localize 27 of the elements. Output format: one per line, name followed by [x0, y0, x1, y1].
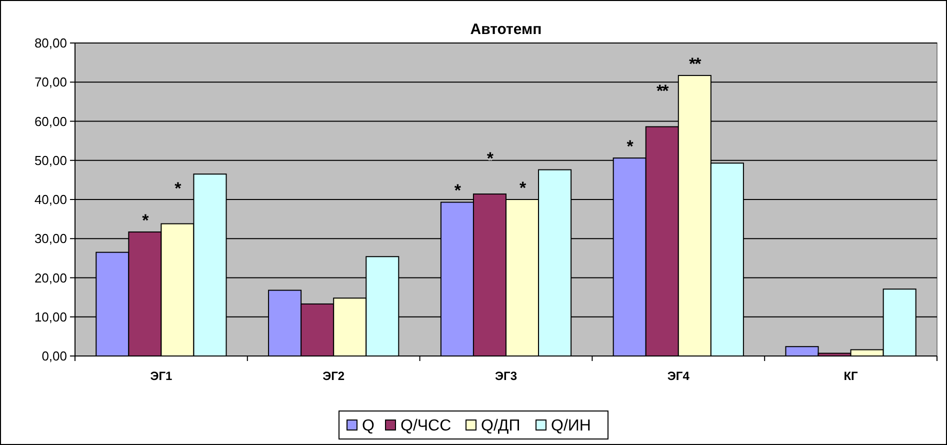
legend-label: Q/ДП	[481, 418, 520, 435]
annotation: **	[656, 82, 670, 101]
y-tick-label: 30,00	[34, 231, 67, 246]
x-tick-label: ЭГ4	[667, 369, 690, 383]
legend-label: Q/ЧСС	[400, 418, 452, 435]
y-tick-label: 60,00	[34, 114, 67, 129]
annotation: **	[689, 54, 702, 74]
x-tick-label: КГ	[844, 369, 858, 383]
y-tick-label: 40,00	[34, 192, 67, 208]
y-tick-label: 70,00	[34, 74, 67, 90]
legend-label: Q	[362, 418, 374, 435]
legend-label: Q/ИН	[551, 418, 591, 435]
annotation: *	[142, 210, 150, 230]
y-tick-label: 50,00	[34, 152, 67, 168]
x-tick-label: ЭГ1	[150, 369, 173, 383]
annotation: *	[519, 178, 526, 198]
y-tick-label: 80,00	[34, 36, 67, 51]
y-tick-label: 20,00	[34, 270, 67, 286]
y-tick-label: 10,00	[34, 309, 67, 324]
chart-title: Автотемп	[470, 21, 542, 38]
annotation: *	[626, 137, 634, 156]
x-tick-label: ЭГ2	[322, 369, 345, 383]
annotation: *	[486, 149, 494, 168]
y-tick-label: 0,00	[42, 348, 67, 364]
annotation: *	[454, 181, 462, 200]
x-tick-label: ЭГ3	[494, 369, 518, 383]
annotation: *	[174, 178, 182, 198]
